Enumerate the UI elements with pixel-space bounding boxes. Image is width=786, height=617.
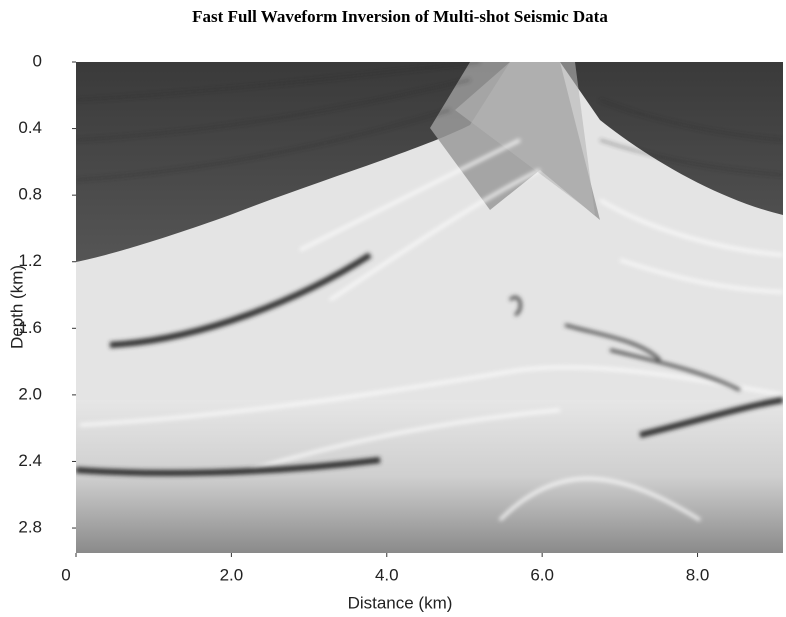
y-tick-label: 1.6 xyxy=(18,318,42,337)
y-tick-label: 2.0 xyxy=(18,384,42,403)
x-tick-label: 8.0 xyxy=(686,565,710,584)
chart-title: Fast Full Waveform Inversion of Multi-sh… xyxy=(192,7,608,26)
x-tick-label: 6.0 xyxy=(530,565,554,584)
y-tick-label: 0.4 xyxy=(18,118,42,137)
y-tick-label: 1.2 xyxy=(18,251,42,270)
seismic-image xyxy=(76,62,783,553)
y-tick-label: 2.4 xyxy=(18,451,42,470)
x-tick-label: 4.0 xyxy=(375,565,399,584)
x-axis-label: Distance (km) xyxy=(348,593,453,612)
y-tick-label: 0.8 xyxy=(18,185,42,204)
y-tick-label: 2.8 xyxy=(18,518,42,537)
x-tick-label: 2.0 xyxy=(220,565,244,584)
x-tick-label: 0 xyxy=(61,565,70,584)
y-tick-label: 0 xyxy=(33,51,42,70)
chart: Fast Full Waveform Inversion of Multi-sh… xyxy=(0,0,786,617)
